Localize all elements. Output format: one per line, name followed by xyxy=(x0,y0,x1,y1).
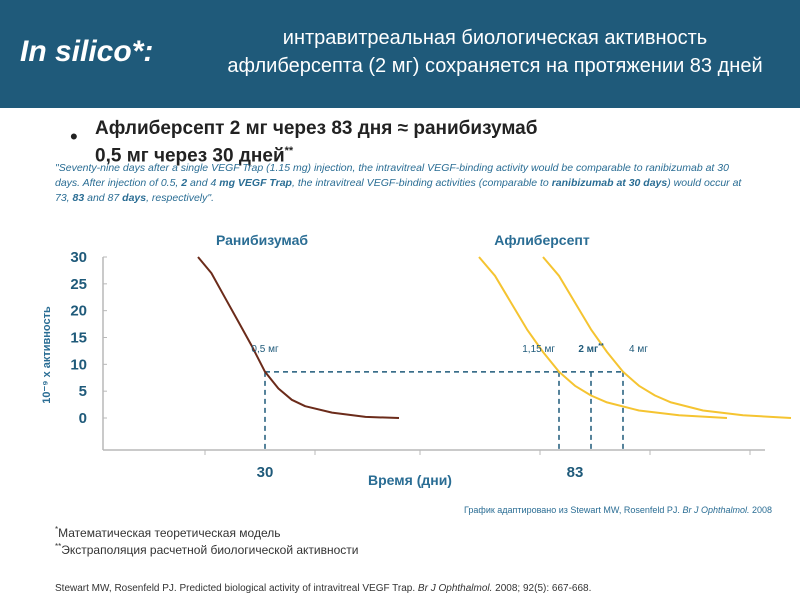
reference-rest: 2008; 92(5): 667-668. xyxy=(492,583,592,594)
header-title: In silico*: xyxy=(20,35,154,68)
dose-label: 2 мг** xyxy=(578,343,604,355)
quote-part-2: and 4 xyxy=(187,177,220,189)
quote-bold-4: 83 xyxy=(72,192,85,204)
chart-credit: График адаптировано из Stewart MW, Rosen… xyxy=(464,505,772,515)
header-banner: In silico*: интравитреальная биологическ… xyxy=(0,0,800,108)
header-subtitle: интравитреальная биологическая активност… xyxy=(190,24,800,80)
quote-part-5: and 87 xyxy=(84,192,123,204)
quote-part-4: ) would occur at 73, xyxy=(55,177,742,204)
quote-text: "Seventy-nine days after a single VEGF T… xyxy=(55,161,755,206)
chart-credit-text: График адаптировано из Stewart MW, Rosen… xyxy=(464,505,683,515)
footnote-1-text: Математическая теоретическая модель xyxy=(58,526,281,540)
y-tick-label: 25 xyxy=(70,276,87,293)
quote-bold-3: ranibizumab at 30 days xyxy=(551,177,668,189)
y-tick-label: 15 xyxy=(70,330,87,347)
dose-label: 0,5 мг xyxy=(251,344,279,355)
dose-label: 1,15 мг xyxy=(522,344,555,355)
footnote-2: **Экстраполяция расчетной биологической … xyxy=(55,542,359,557)
group-label-aflibercept: Афлиберсепт xyxy=(494,232,590,248)
quote-part-1: "Seventy-nine days after a single VEGF T… xyxy=(55,162,729,189)
series-curve xyxy=(197,256,400,419)
x-axis-label: Время (дни) xyxy=(368,472,452,488)
quote-bold-5: days xyxy=(122,192,147,204)
bullet-footnote-mark: ** xyxy=(284,145,294,157)
y-tick-label: 10 xyxy=(70,356,87,373)
dose-label: 4 мг xyxy=(629,344,648,355)
bullet-line1: Афлиберсепт 2 мг через 83 дня ≈ ранибизу… xyxy=(95,118,538,139)
reference-journal: Br J Ophthalmol. xyxy=(417,583,493,594)
series-curve xyxy=(478,256,728,419)
header-subtitle-line1: интравитреальная биологическая активност… xyxy=(282,27,708,49)
header-subtitle-line2: афлиберсепта (2 мг) сохраняется на протя… xyxy=(227,55,763,77)
reference-text: Stewart MW, Rosenfeld PJ. Predicted biol… xyxy=(55,583,418,594)
quote-bold-1: 2 xyxy=(181,177,188,189)
footnote-1-mark: * xyxy=(55,525,59,534)
quote-part-6: , respectively". xyxy=(146,192,215,204)
chart-credit-year: 2008 xyxy=(749,505,772,515)
y-tick-label: 5 xyxy=(79,383,87,400)
bullet-dot: • xyxy=(70,124,78,149)
quote-part-3: , the intravitreal VEGF-binding activiti… xyxy=(291,177,552,189)
dose-label-mark: ** xyxy=(598,343,604,350)
group-label-ranibizumab: Ранибизумаб xyxy=(216,232,308,248)
quote-bold-2: mg VEGF Trap xyxy=(219,177,292,189)
footnote-2-mark: ** xyxy=(55,542,62,551)
chart-credit-journal: Br J Ophthalmol. xyxy=(682,505,750,515)
y-axis-label: 10⁻⁹ x активность xyxy=(41,306,53,404)
bullet-line2: 0,5 мг через 30 дней** xyxy=(95,140,537,167)
series-curve xyxy=(542,256,792,419)
x-tick-label: 30 xyxy=(257,464,274,481)
y-tick-label: 30 xyxy=(70,249,87,266)
y-tick-label: 0 xyxy=(79,410,87,427)
x-tick-label: 83 xyxy=(567,464,584,481)
y-tick-label: 20 xyxy=(70,303,87,320)
bullet-line2-text: 0,5 мг через 30 дней xyxy=(95,145,285,167)
footnote-2-text: Экстраполяция расчетной биологической ак… xyxy=(61,543,359,557)
reference: Stewart MW, Rosenfeld PJ. Predicted biol… xyxy=(55,583,591,594)
footnote-1: *Математическая теоретическая модель xyxy=(55,525,281,540)
activity-chart: 0 5 10 15 20 25 30 10⁻⁹ x активность 30 83 Время (… xyxy=(41,232,792,488)
bullet-text: Афлиберсепт 2 мг через 83 дня ≈ ранибизу… xyxy=(95,117,537,167)
